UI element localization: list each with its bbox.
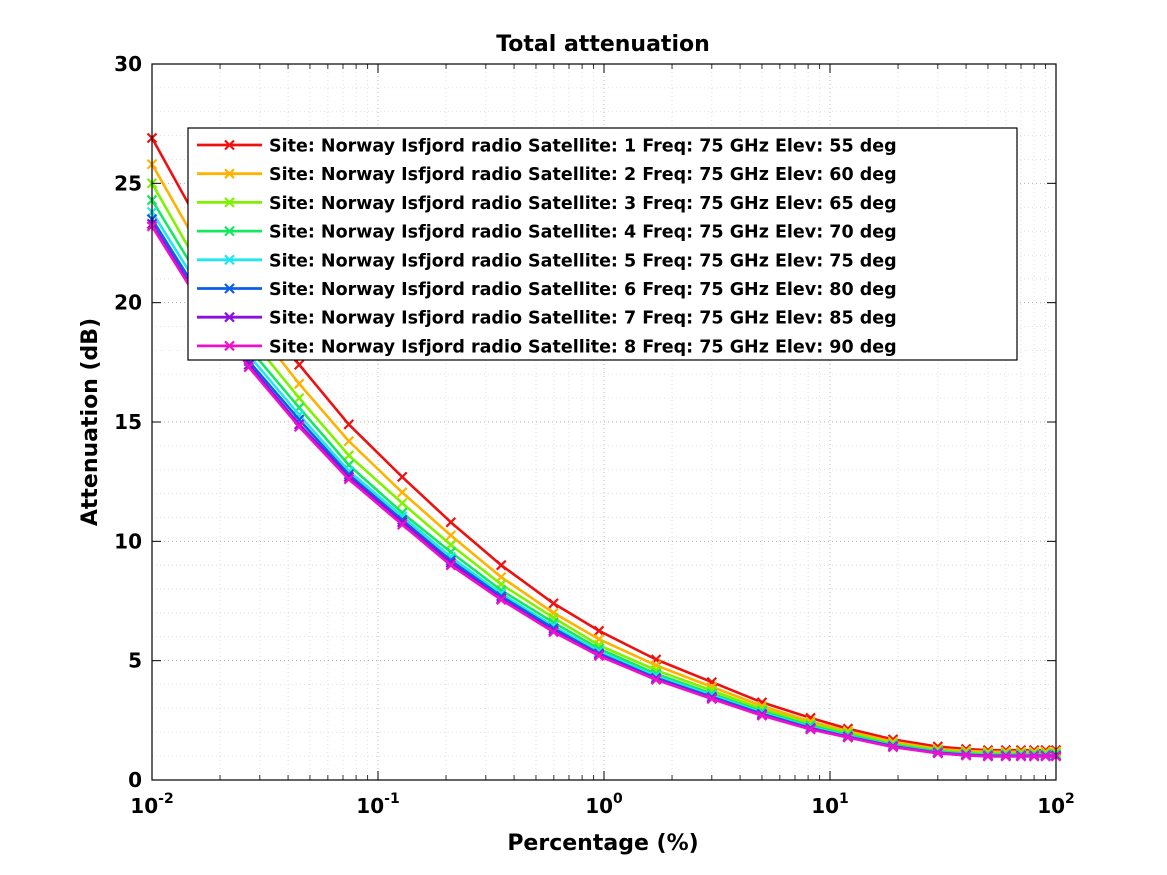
data-point-marker <box>343 471 355 483</box>
data-point-marker <box>396 519 408 530</box>
data-point-marker <box>1040 751 1051 762</box>
x-tick-label: 10-1 <box>356 791 399 818</box>
data-point-marker <box>548 626 559 638</box>
x-tick-label: 100 <box>585 791 623 818</box>
data-point-marker <box>293 378 305 390</box>
data-point-marker <box>343 419 355 430</box>
data-point-marker <box>887 741 899 753</box>
legend-entry: Site: Norway Isfjord radio Satellite: 1 … <box>197 137 897 157</box>
data-point-marker <box>932 747 944 759</box>
legend-entry: Site: Norway Isfjord radio Satellite: 4 … <box>197 223 897 243</box>
data-point-marker <box>982 751 994 762</box>
data-point-marker <box>445 530 457 541</box>
data-point-marker <box>293 392 305 404</box>
data-point-marker <box>593 625 605 637</box>
legend-entry: Site: Norway Isfjord radio Satellite: 6 … <box>197 280 897 300</box>
legend-label: Site: Norway Isfjord radio Satellite: 5 … <box>269 251 897 271</box>
legend-swatch-marker <box>224 283 235 294</box>
legend-swatch-marker <box>224 254 235 266</box>
legend-entry: Site: Norway Isfjord radio Satellite: 3 … <box>197 194 897 214</box>
data-point-marker <box>756 710 768 721</box>
data-point-marker <box>243 361 255 373</box>
data-point-marker <box>650 674 662 686</box>
x-tick-label: 102 <box>1037 791 1075 818</box>
data-point-marker <box>805 724 816 735</box>
x-tick-label: 101 <box>811 791 849 818</box>
legend-swatch-marker <box>224 225 235 237</box>
y-tick-label: 0 <box>128 768 142 792</box>
data-point-marker <box>842 732 854 743</box>
legend-label: Site: Norway Isfjord radio Satellite: 8 … <box>269 337 897 357</box>
data-point-marker <box>1028 751 1040 762</box>
legend-entry: Site: Norway Isfjord radio Satellite: 5 … <box>197 251 897 271</box>
data-point-marker <box>593 650 605 662</box>
data-point-marker <box>1000 751 1012 762</box>
legend-label: Site: Norway Isfjord radio Satellite: 4 … <box>269 223 897 243</box>
data-point-marker <box>1015 751 1027 762</box>
data-point-marker <box>445 559 457 571</box>
data-point-marker <box>293 421 305 433</box>
x-tick-label: 10-2 <box>130 791 173 818</box>
y-tick-label: 20 <box>114 291 142 315</box>
data-point-marker <box>960 750 972 761</box>
legend-swatch-marker <box>224 168 235 179</box>
x-tick-labels: 10-2 10-1 100 101 102 <box>130 791 1075 818</box>
legend-label: Site: Norway Isfjord radio Satellite: 2 … <box>269 165 897 185</box>
data-point-marker <box>445 516 457 528</box>
y-tick-label: 10 <box>114 529 142 553</box>
legend-swatch-marker <box>224 311 235 323</box>
legend-swatch-marker <box>224 197 235 208</box>
legend-label: Site: Norway Isfjord radio Satellite: 3 … <box>269 194 897 214</box>
data-point-marker <box>396 471 408 483</box>
data-point-marker <box>343 450 355 461</box>
legend-swatch-marker <box>224 340 235 352</box>
legend-entry: Site: Norway Isfjord radio Satellite: 7 … <box>197 309 897 329</box>
y-tick-label: 30 <box>114 52 142 76</box>
data-point-marker <box>548 598 559 609</box>
y-tick-label: 5 <box>128 649 142 673</box>
data-point-marker <box>495 594 507 606</box>
x-axis-title: Percentage (%) <box>507 831 698 856</box>
legend-label: Site: Norway Isfjord radio Satellite: 6 … <box>269 280 897 300</box>
data-point-marker <box>343 474 355 485</box>
series-layer <box>146 132 1062 762</box>
series-line <box>150 225 1056 758</box>
y-tick-labels: 0 5 10 15 20 25 30 <box>114 52 142 792</box>
y-axis-title: Attenuation (dB) <box>78 318 103 526</box>
data-point-marker <box>706 693 718 705</box>
axes <box>151 63 1057 781</box>
legend: Site: Norway Isfjord radio Satellite: 1 … <box>187 127 1018 361</box>
data-point-marker <box>495 559 507 571</box>
legend-entry: Site: Norway Isfjord radio Satellite: 8 … <box>197 337 897 357</box>
legend-swatch-marker <box>224 139 235 151</box>
y-tick-label: 15 <box>114 410 142 434</box>
data-point-marker <box>293 359 305 370</box>
legend-box <box>187 127 1018 361</box>
series-8 <box>146 221 1062 762</box>
legend-label: Site: Norway Isfjord radio Satellite: 1 … <box>269 137 897 157</box>
legend-entry: Site: Norway Isfjord radio Satellite: 2 … <box>197 165 897 185</box>
data-point-marker <box>343 435 355 447</box>
data-point-marker <box>396 516 408 528</box>
data-point-marker <box>396 487 408 498</box>
y-tick-label: 25 <box>114 171 142 195</box>
chart-title: Total attenuation <box>496 32 710 57</box>
data-point-marker <box>396 497 408 509</box>
legend-label: Site: Norway Isfjord radio Satellite: 7 … <box>269 309 897 329</box>
